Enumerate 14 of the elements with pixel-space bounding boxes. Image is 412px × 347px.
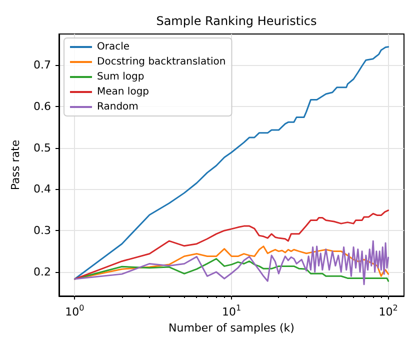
y-axis-title: Pass rate <box>9 140 22 190</box>
legend-label: Docstring backtranslation <box>97 56 226 68</box>
legend-label: Random <box>97 102 138 112</box>
legend-label: Mean logp <box>97 86 150 98</box>
y-tick-label: 0.7 <box>34 58 51 72</box>
x-axis-title: Number of samples (k) <box>168 321 294 334</box>
legend-label: Oracle <box>97 42 130 52</box>
y-tick-label: 0.3 <box>34 224 51 238</box>
chart-title: Sample Ranking Heuristics <box>156 14 317 28</box>
y-tick-label: 0.5 <box>34 141 51 154</box>
y-tick-label: 0.6 <box>34 100 51 113</box>
y-tick-label: 0.2 <box>34 265 51 278</box>
y-tick-label: 0.4 <box>34 182 51 196</box>
legend-label: Sum logp <box>97 72 144 82</box>
